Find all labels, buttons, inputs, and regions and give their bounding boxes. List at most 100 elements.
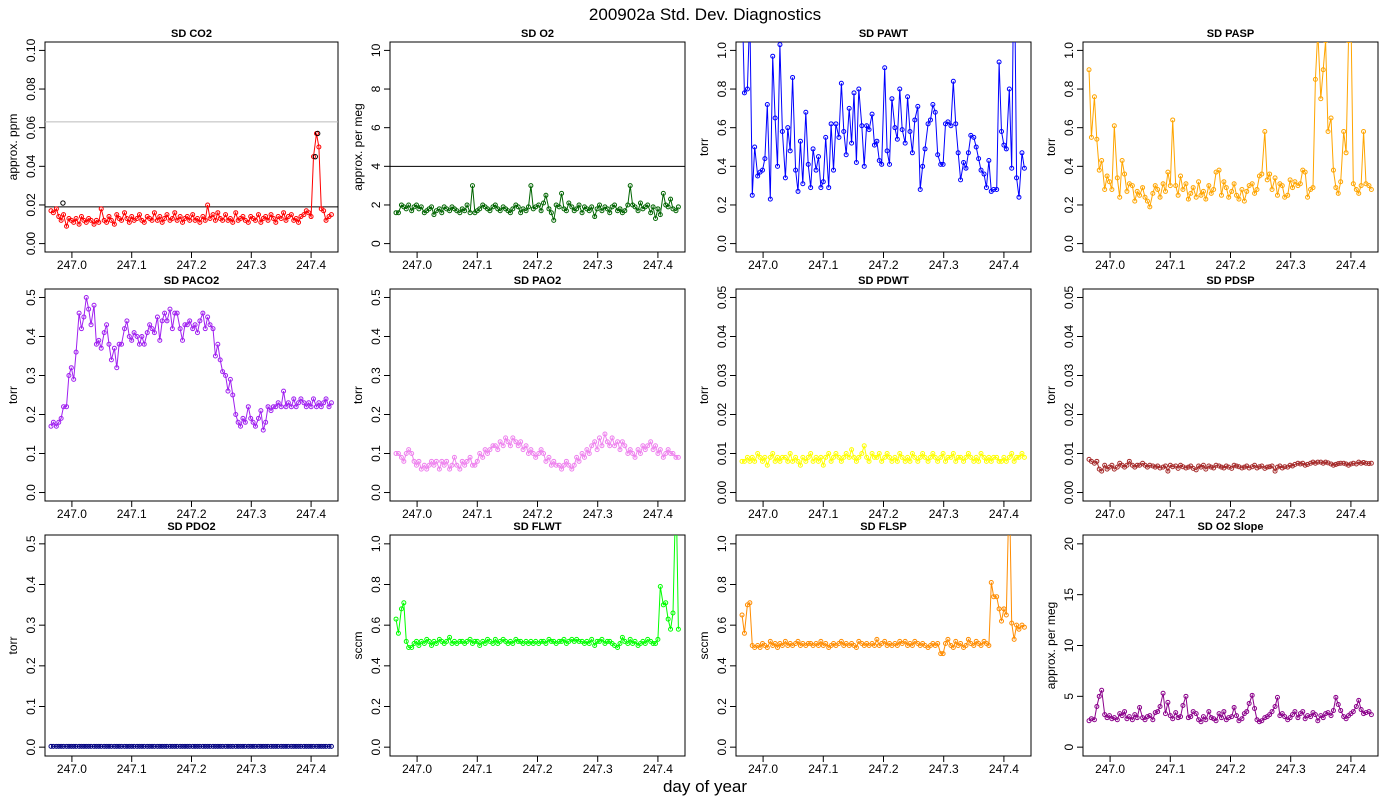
data-point <box>1011 458 1017 464</box>
data-point <box>252 743 258 749</box>
y-axis-label: approx. per meg <box>351 103 365 190</box>
data-point <box>1350 460 1356 466</box>
data-point <box>1211 465 1217 471</box>
data-point <box>1252 190 1258 196</box>
y-tick-label: 0.2 <box>715 196 729 213</box>
data-point <box>749 454 755 460</box>
data-point <box>126 219 132 225</box>
data-point <box>1259 171 1265 177</box>
data-point <box>1132 198 1138 204</box>
data-point <box>263 214 269 220</box>
data-point <box>1341 129 1347 135</box>
data-point <box>637 200 643 206</box>
data-point <box>1175 192 1181 198</box>
data-point <box>492 636 498 642</box>
data-point <box>599 443 605 449</box>
data-point <box>1016 626 1022 632</box>
data-point <box>1328 115 1334 121</box>
data-point <box>111 221 117 227</box>
data-point <box>978 451 984 457</box>
data-point <box>1236 196 1242 202</box>
x-tick-label: 247.0 <box>57 762 87 776</box>
data-point <box>963 454 969 460</box>
data-point <box>245 743 251 749</box>
data-point <box>88 743 94 749</box>
y-axis-label: torr <box>6 386 20 404</box>
data-point <box>950 78 956 84</box>
data-point <box>955 150 961 156</box>
data-point <box>849 447 855 453</box>
data-point <box>88 322 94 328</box>
data-point <box>258 743 264 749</box>
data-point <box>263 419 269 425</box>
data-point <box>744 86 750 92</box>
data-point <box>571 462 577 468</box>
data-point <box>1021 624 1027 630</box>
data-point <box>1111 123 1117 129</box>
data-point <box>217 743 223 749</box>
data-point <box>98 345 104 351</box>
data-point <box>764 462 770 468</box>
x-tick-label: 247.4 <box>296 507 326 521</box>
data-point <box>129 743 135 749</box>
data-point <box>805 454 811 460</box>
data-point <box>64 404 70 410</box>
data-point <box>164 743 170 749</box>
data-point <box>897 86 903 92</box>
data-point <box>1152 183 1158 189</box>
data-point <box>1254 187 1260 193</box>
data-point <box>1190 185 1196 191</box>
data-point <box>775 645 781 651</box>
data-point <box>149 326 155 332</box>
data-point <box>457 466 463 472</box>
y-axis-label: sccm <box>697 632 711 660</box>
data-point <box>507 210 513 216</box>
data-point <box>1338 708 1344 714</box>
data-point <box>1368 187 1374 193</box>
plot-area <box>45 121 338 229</box>
data-point <box>1323 42 1328 44</box>
data-point <box>922 146 928 152</box>
y-axis-label: sccm <box>351 632 365 660</box>
data-point <box>559 466 565 472</box>
data-point <box>258 408 264 414</box>
data-point <box>1170 464 1176 470</box>
y-tick-label: 0.02 <box>24 193 38 217</box>
data-point <box>525 204 531 210</box>
data-point <box>1330 708 1336 714</box>
data-point <box>772 115 778 121</box>
data-point <box>927 117 933 123</box>
data-point <box>1295 715 1301 721</box>
data-point <box>255 415 261 421</box>
data-point <box>159 318 165 324</box>
data-point <box>1343 716 1349 722</box>
data-point <box>1236 464 1242 470</box>
data-point <box>306 400 312 406</box>
plot-area <box>390 165 685 223</box>
data-point <box>556 204 562 210</box>
data-point <box>288 212 294 218</box>
data-point <box>1302 716 1308 722</box>
data-point <box>238 743 244 749</box>
data-point <box>909 451 915 457</box>
data-point <box>1106 179 1112 185</box>
data-point <box>523 443 529 449</box>
data-point <box>270 404 276 410</box>
data-point <box>467 636 473 642</box>
x-tick-label: 247.3 <box>236 507 266 521</box>
data-point <box>973 144 979 150</box>
data-point <box>215 743 221 749</box>
data-point <box>426 638 432 644</box>
data-point <box>293 743 299 749</box>
data-point <box>894 136 900 142</box>
data-point <box>61 212 67 218</box>
data-point <box>106 743 112 749</box>
data-point <box>1239 187 1245 193</box>
data-point <box>91 221 97 227</box>
data-point <box>991 187 997 193</box>
data-point <box>281 388 287 394</box>
y-tick-label: 1.0 <box>1062 42 1076 59</box>
data-point <box>98 206 104 212</box>
panel-sd-pdwt: SD PDWT 247.0 247.1 247.2 247.3 247.4 0.00 0.01… <box>697 275 1032 521</box>
data-point <box>856 454 862 460</box>
